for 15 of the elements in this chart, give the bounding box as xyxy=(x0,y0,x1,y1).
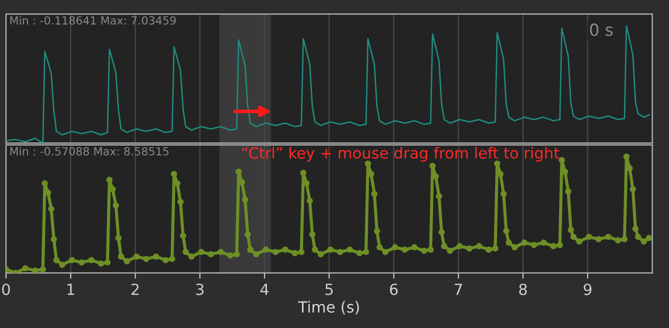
text: Min : -0.57088 Max: 8.58515 xyxy=(10,146,168,156)
x-tick-label: 5 xyxy=(325,284,333,296)
x-tick-label: 9 xyxy=(584,284,592,296)
x-tick-label: 2 xyxy=(132,284,139,295)
x-tick-label: 4 xyxy=(260,284,269,295)
x-tick-label: 6 xyxy=(390,284,398,296)
x-axis-title: Time (s) xyxy=(298,300,359,314)
x-tick-label: 3 xyxy=(196,284,204,296)
annotation: “Ctrl” key + mouse drag from left to right xyxy=(242,146,560,162)
text: Min : -0.118641 Max: 7.03459 xyxy=(10,16,176,25)
x-tick-label: 8 xyxy=(519,284,527,296)
x-tick-label: 7 xyxy=(454,284,462,295)
x-tick-label: 0 xyxy=(2,284,10,296)
x-tick-label: 1 xyxy=(67,284,74,295)
annotation: 0 s xyxy=(590,23,613,36)
